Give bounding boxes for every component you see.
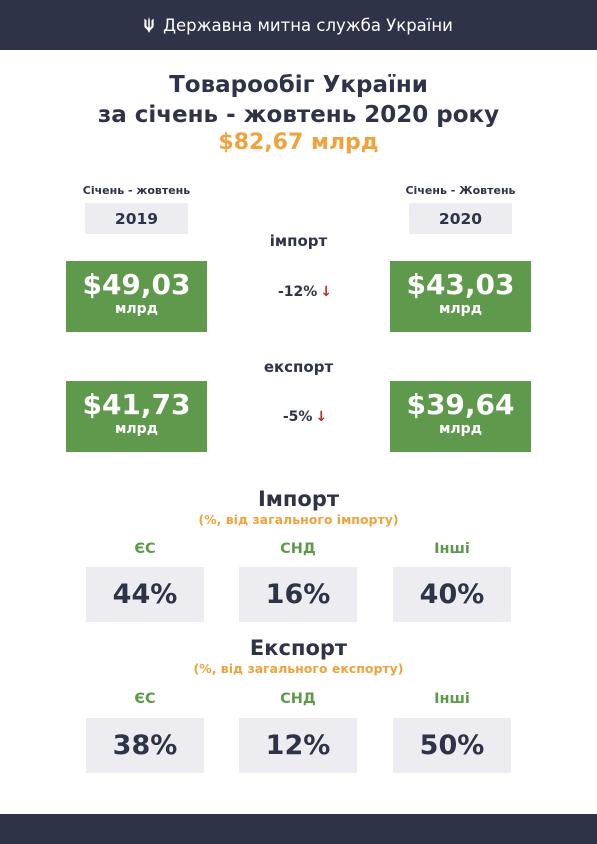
year-box-2020: 2020 [409,203,512,234]
header-bar: Державна митна служба України [0,0,597,50]
total-turnover: $82,67 млрд [218,130,379,155]
export-cat-cis: СНД [280,691,316,707]
import-pct-eu: 44% [86,567,204,622]
export-structure-title: Експорт [249,636,348,660]
export-change: -5% ↓ [245,409,365,425]
import-pct-other: 40% [393,567,511,622]
import-structure-title: Імпорт [257,487,340,511]
page-title-line2: за січень - жовтень 2020 року [97,102,500,128]
page-title-line1: Товарообіг України [169,72,428,98]
trident-icon [144,17,154,33]
export-2020-box: $39,64 млрд [390,381,531,452]
export-pct-other: 50% [393,718,511,773]
import-2019-unit: млрд [114,301,159,317]
import-cat-cis: СНД [280,541,316,557]
export-label: експорт [263,358,334,376]
import-structure-subtitle: (%, від загального імпорту) [198,512,399,527]
page-title: Товарообіг України за січень - жовтень 2… [0,70,597,130]
export-change-value: -5% [282,409,313,425]
header-title: Державна митна служба України [163,15,453,35]
export-pct-eu: 38% [86,718,204,773]
export-2020-unit: млрд [438,421,483,437]
import-pct-cis: 16% [239,567,357,622]
export-2020-value: $39,64 [406,388,515,421]
arrow-down-icon: ↓ [320,284,333,300]
export-2019-unit: млрд [114,421,159,437]
footer-bar [0,814,597,844]
period-label-right: Січень - Жовтень [405,184,516,197]
period-label-left: Січень - жовтень [82,184,191,197]
import-cat-eu: ЄС [134,541,156,557]
import-cat-other: Інші [434,541,470,557]
year-box-2019: 2019 [85,203,188,234]
import-change: -12% ↓ [245,284,365,300]
export-cat-other: Інші [434,691,470,707]
export-pct-cis: 12% [239,718,357,773]
import-2019-value: $49,03 [82,268,191,301]
import-2019-box: $49,03 млрд [66,261,207,332]
import-change-value: -12% [277,284,318,300]
import-2020-value: $43,03 [406,268,515,301]
export-2019-box: $41,73 млрд [66,381,207,452]
export-2019-value: $41,73 [82,388,191,421]
import-label: імпорт [269,232,328,250]
export-cat-eu: ЄС [134,691,156,707]
arrow-down-icon: ↓ [315,409,328,425]
export-structure-subtitle: (%, від загального експорту) [193,661,404,676]
import-2020-box: $43,03 млрд [390,261,531,332]
import-2020-unit: млрд [438,301,483,317]
